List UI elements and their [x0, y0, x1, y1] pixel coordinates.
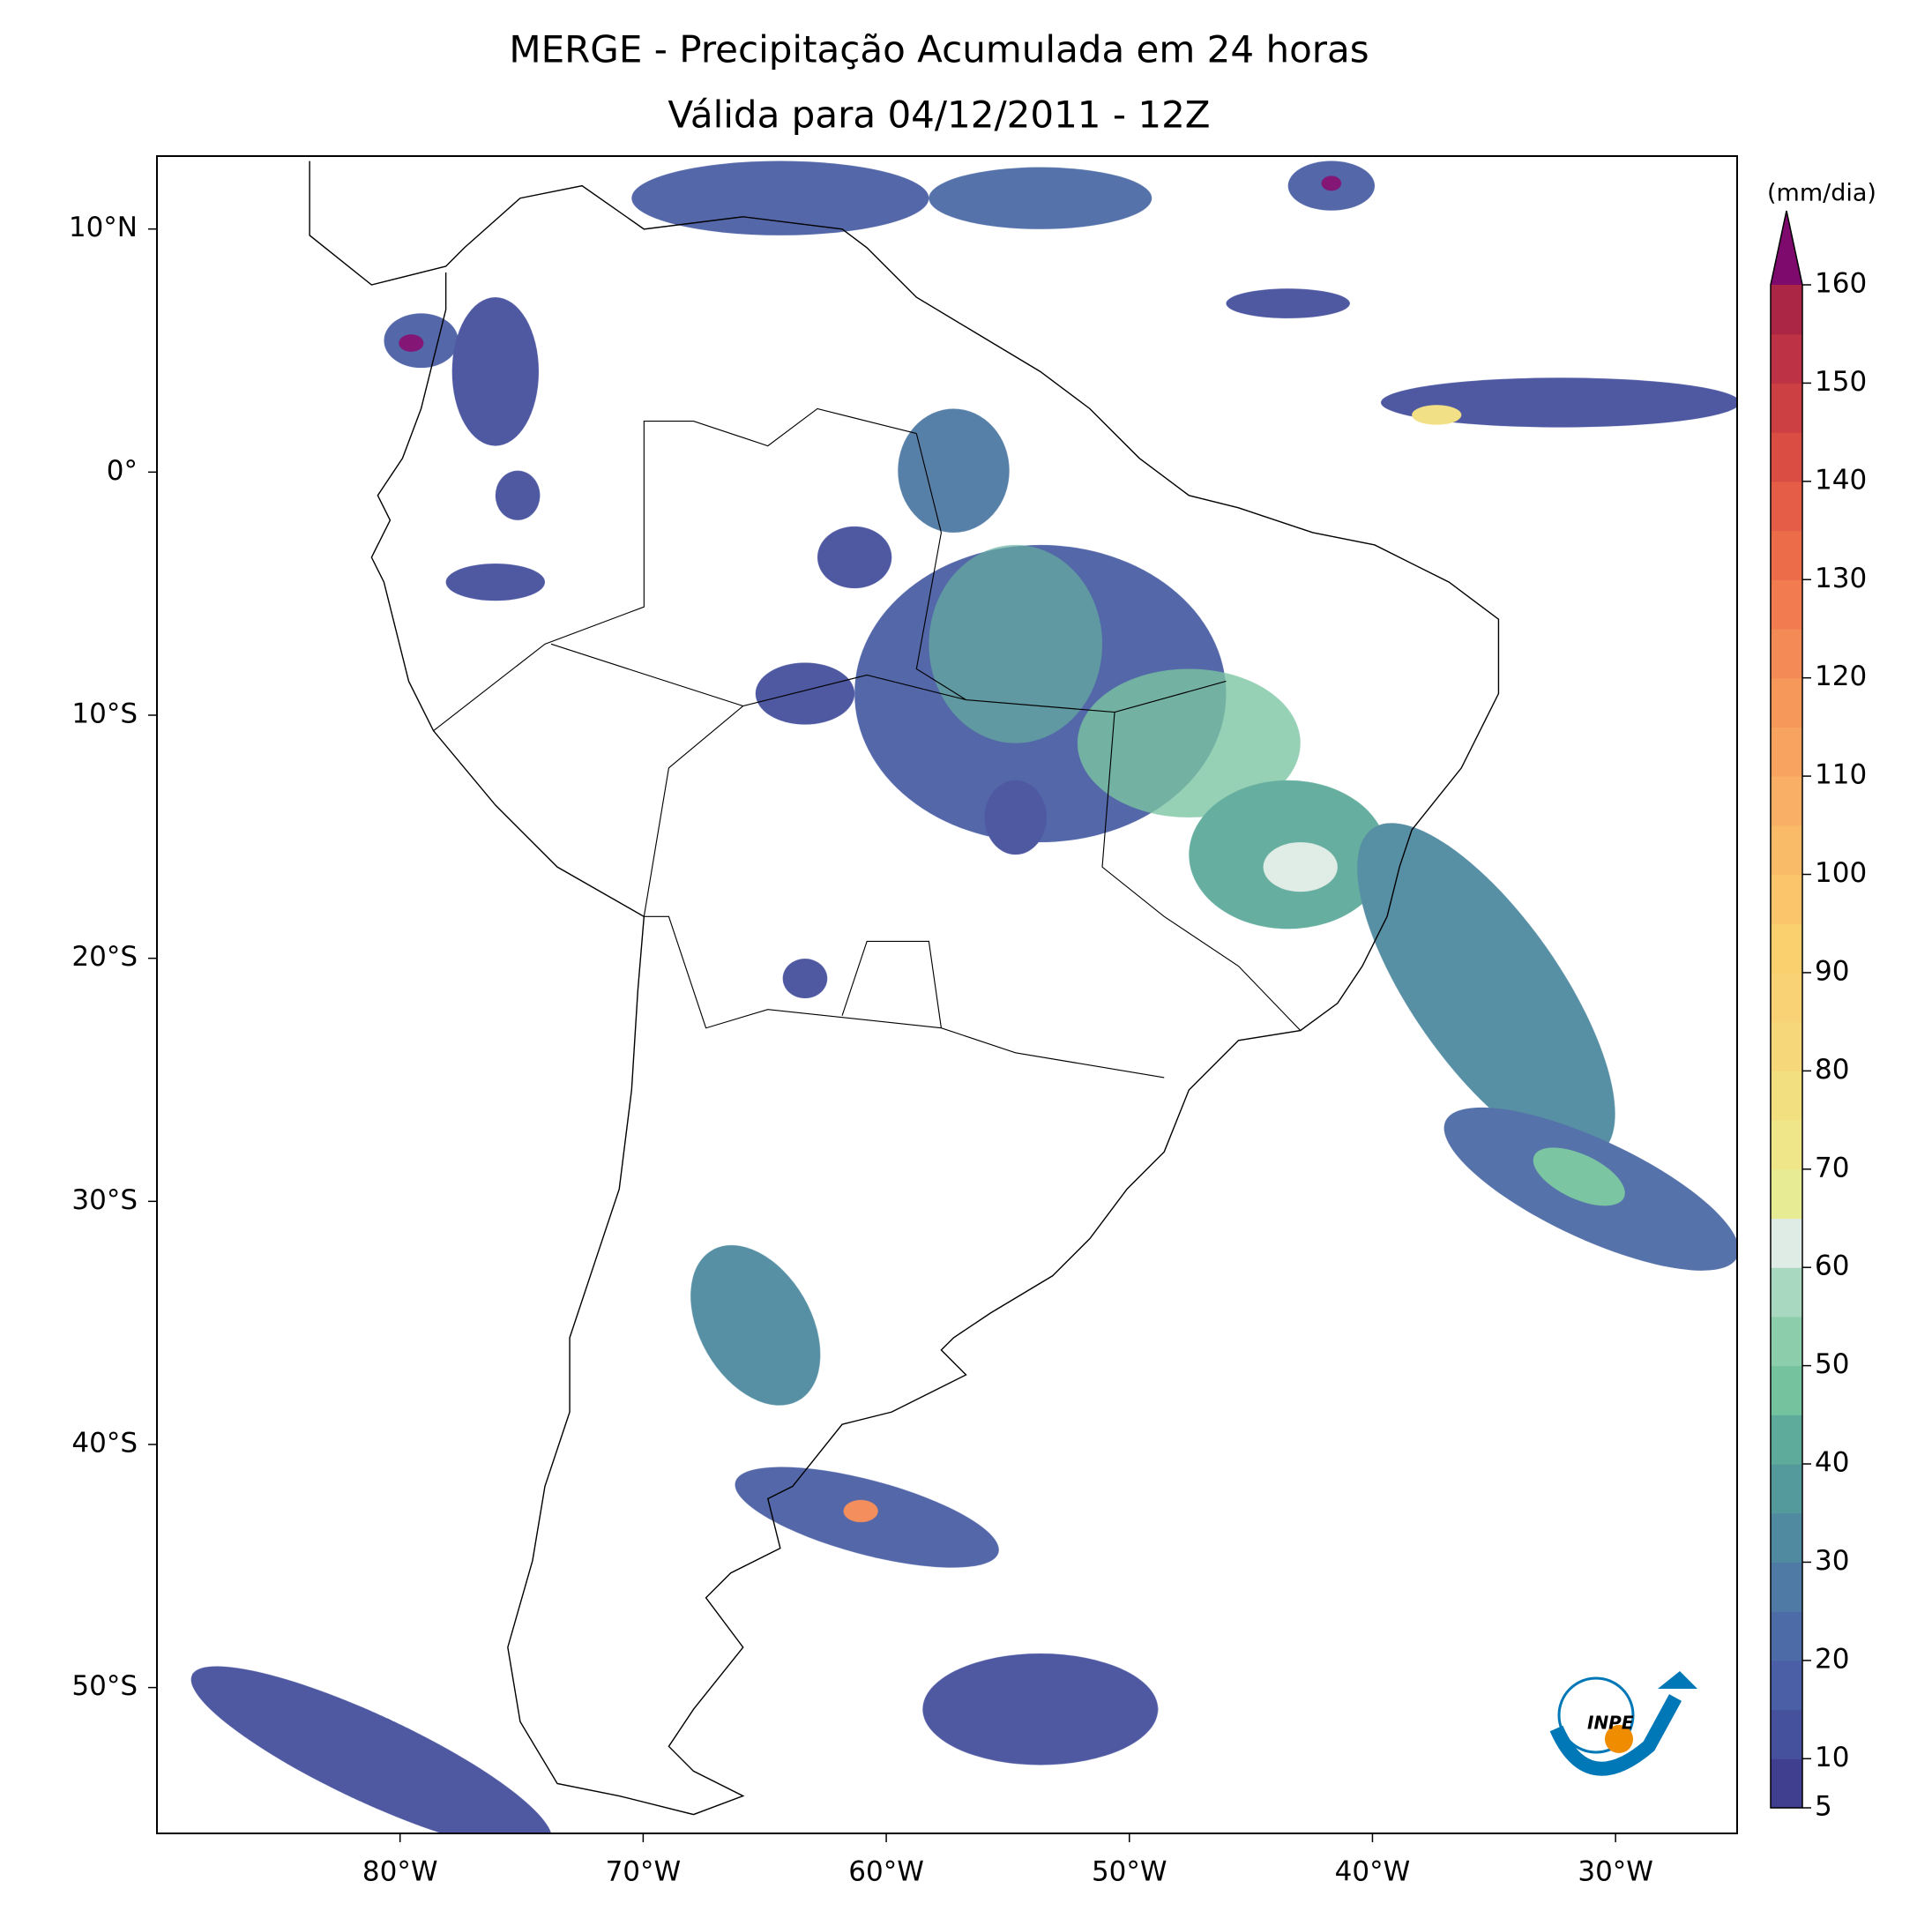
colorbar-band	[1771, 1562, 1802, 1612]
colorbar-band	[1771, 1071, 1802, 1121]
colorbar-band	[1771, 481, 1802, 532]
colorbar-tick-label: 140	[1815, 464, 1867, 496]
map-area: INPE	[190, 160, 1737, 1833]
colorbar-band	[1771, 1660, 1802, 1711]
colorbar-tick-label: 160	[1815, 268, 1867, 300]
colorbar-band	[1771, 530, 1802, 580]
colorbar-band	[1771, 1709, 1802, 1759]
y-tick-label: 50°S	[71, 1670, 138, 1702]
colorbar-band	[1771, 1120, 1802, 1170]
colorbar-tick-label: 120	[1815, 661, 1867, 692]
colorbar-tick-label: 50	[1815, 1348, 1849, 1380]
precipitation-field	[190, 160, 1737, 1833]
x-tick-label: 50°W	[1092, 1856, 1167, 1888]
y-tick-label: 30°S	[71, 1184, 138, 1216]
colorbar-band	[1771, 1168, 1802, 1220]
colorbar-band	[1771, 1512, 1802, 1564]
colorbar-tick-label: 10	[1815, 1742, 1849, 1773]
colorbar-band	[1771, 1365, 1802, 1415]
x-tick-label: 60°W	[848, 1856, 924, 1888]
colorbar-label: (mm/dia)	[1767, 180, 1876, 207]
colorbar-band	[1771, 727, 1802, 777]
y-tick-label: 10°S	[71, 698, 138, 730]
colorbar-band	[1771, 285, 1802, 335]
colorbar-band	[1771, 972, 1802, 1023]
colorbar-band	[1771, 1464, 1802, 1514]
y-tick-label: 40°S	[71, 1427, 138, 1459]
colorbar-tick-label: 60	[1815, 1250, 1849, 1282]
colorbar-band	[1771, 1415, 1802, 1465]
map-title: MERGE - Precipitação Acumulada em 24 hor…	[509, 28, 1369, 71]
colorbar-band	[1771, 1316, 1802, 1367]
colorbar-tick-label: 20	[1815, 1643, 1849, 1675]
colorbar-tick-label: 5	[1815, 1791, 1832, 1823]
x-tick-label: 30°W	[1578, 1856, 1653, 1888]
map-frame	[156, 155, 1738, 1834]
colorbar-tick-label: 70	[1815, 1152, 1849, 1183]
colorbar-tick-label: 40	[1815, 1447, 1849, 1479]
colorbar-tick-label: 30	[1815, 1545, 1849, 1577]
y-tick-label: 0°	[107, 455, 138, 487]
colorbar-band	[1771, 432, 1802, 482]
colorbar-band	[1771, 333, 1802, 384]
colorbar-tick-label: 100	[1815, 857, 1867, 889]
colorbar-tick-label: 130	[1815, 563, 1867, 594]
colorbar-band	[1771, 579, 1802, 630]
colorbar-extend	[1771, 211, 1802, 285]
colorbar-band	[1771, 874, 1802, 924]
colorbar-frame	[1770, 210, 1803, 1809]
colorbar-tick-label: 110	[1815, 759, 1867, 791]
y-tick-label: 10°N	[69, 212, 138, 243]
colorbar-band	[1771, 1758, 1802, 1809]
colorbar-tick-label: 90	[1815, 955, 1849, 987]
x-tick-label: 40°W	[1335, 1856, 1411, 1888]
colorbar-band	[1771, 1021, 1802, 1071]
colorbar-band	[1771, 1611, 1802, 1661]
colorbar-band	[1771, 1267, 1802, 1318]
x-tick-label: 80°W	[362, 1856, 438, 1888]
map-subtitle: Válida para 04/12/2011 - 12Z	[668, 93, 1210, 137]
colorbar-band	[1771, 825, 1802, 876]
y-tick-label: 20°S	[71, 941, 138, 973]
colorbar-band	[1771, 923, 1802, 974]
x-tick-label: 70°W	[606, 1856, 682, 1888]
colorbar-band	[1771, 1218, 1802, 1268]
svg-text:INPE: INPE	[1587, 1713, 1634, 1734]
colorbar-tick-label: 150	[1815, 366, 1867, 398]
colorbar-band	[1771, 776, 1802, 826]
colorbar-band	[1771, 628, 1802, 679]
coastline	[309, 160, 1500, 1816]
inpe-logo: INPE	[1549, 1671, 1697, 1776]
colorbar-band	[1771, 383, 1802, 433]
colorbar-tick-label: 80	[1815, 1054, 1849, 1086]
colorbar-band	[1771, 677, 1802, 728]
